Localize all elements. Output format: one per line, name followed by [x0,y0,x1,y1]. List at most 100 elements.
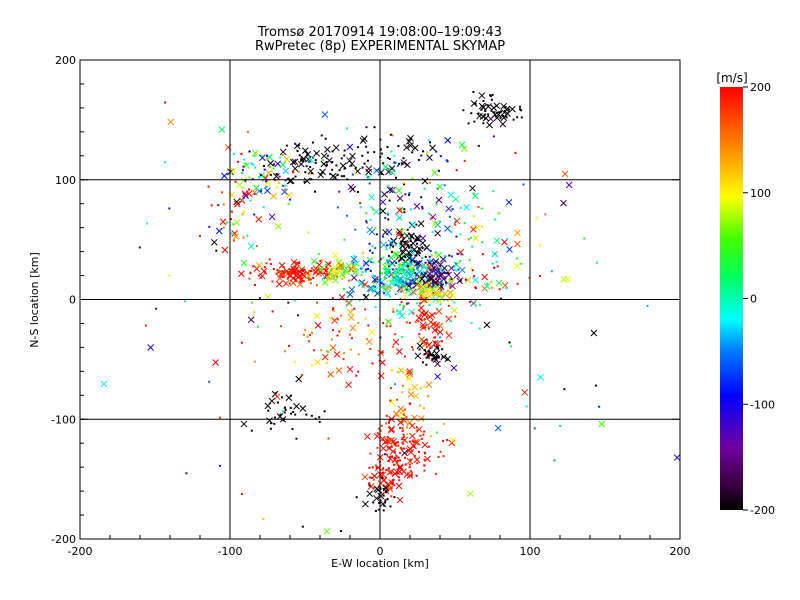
data-point-cross [373,494,380,502]
data-point [376,432,379,435]
data-point [379,429,382,432]
data-point-cross [453,272,461,279]
data-point-cross [385,318,392,326]
data-point [331,297,334,300]
data-point [265,262,268,265]
data-point [390,150,393,153]
data-point [401,384,404,387]
data-point-cross [366,490,374,498]
data-point-cross [413,202,421,210]
data-point-cross [274,160,282,168]
data-point [425,283,428,286]
data-point [365,145,368,148]
data-point [421,437,424,440]
data-point [472,215,475,218]
data-point [218,464,221,467]
data-point [252,265,255,268]
data-point [439,336,442,339]
data-point [259,190,262,193]
data-point [250,429,253,432]
data-point-cross [319,168,326,176]
data-point [387,184,390,187]
data-point [392,307,395,310]
data-point [399,290,402,293]
data-point [363,262,366,265]
data-point-cross [514,240,521,248]
data-point [354,268,357,271]
data-point [219,416,222,419]
data-point [265,157,268,160]
data-point-cross [447,191,455,199]
data-point [338,330,341,333]
data-point [353,307,356,310]
data-point-cross [384,284,392,292]
data-point-cross [412,438,419,446]
data-point-cross [398,312,406,320]
data-point-cross [447,278,455,286]
data-point-cross [444,225,451,232]
data-point [401,285,404,288]
data-point-cross [305,272,312,280]
data-point [183,300,186,303]
data-point [388,271,391,274]
data-point [343,352,346,355]
data-point [387,421,390,424]
data-point [365,126,368,129]
data-point [246,130,249,133]
data-point [419,302,422,305]
data-point [300,273,303,276]
data-point-cross [287,177,295,185]
data-point-cross [327,371,334,378]
data-point [427,139,430,142]
data-point [336,173,339,176]
data-point-cross [346,143,354,151]
data-point-cross [434,229,442,237]
data-point [400,242,403,245]
data-point [395,310,398,313]
data-point [365,221,368,224]
data-point [284,408,287,411]
data-point [471,245,474,248]
data-point [404,255,407,258]
data-point [468,300,471,303]
data-point [278,270,281,273]
data-point [464,278,467,281]
data-point [273,422,276,425]
data-point [276,401,279,404]
data-point [423,281,426,284]
data-point [366,151,369,154]
data-point-cross [346,291,354,298]
data-point-cross [362,259,370,267]
data-point-cross [407,391,415,398]
data-point [441,348,444,351]
data-point [436,275,439,278]
data-point-cross [395,231,403,238]
data-point [336,265,339,268]
data-point [490,98,493,101]
data-point [362,252,365,255]
data-point [598,405,601,408]
data-point [446,438,449,441]
data-point [424,255,427,258]
data-point [374,305,377,308]
data-point [472,192,475,195]
data-point-cross [361,281,369,288]
data-point [553,459,556,462]
data-point [436,260,439,263]
data-point [423,451,426,454]
data-point [248,176,251,179]
data-point-cross [417,415,425,422]
data-point-cross [337,263,345,271]
data-point-cross [267,159,274,167]
data-point-cross [416,426,423,433]
data-point [391,481,394,484]
data-point-cross [255,187,263,195]
data-point [406,228,409,231]
data-point [316,269,319,272]
data-point [406,433,409,436]
data-point [375,233,378,236]
data-point [394,383,397,386]
data-point [293,271,296,274]
data-point-cross [385,268,392,275]
data-point-cross [431,326,439,334]
